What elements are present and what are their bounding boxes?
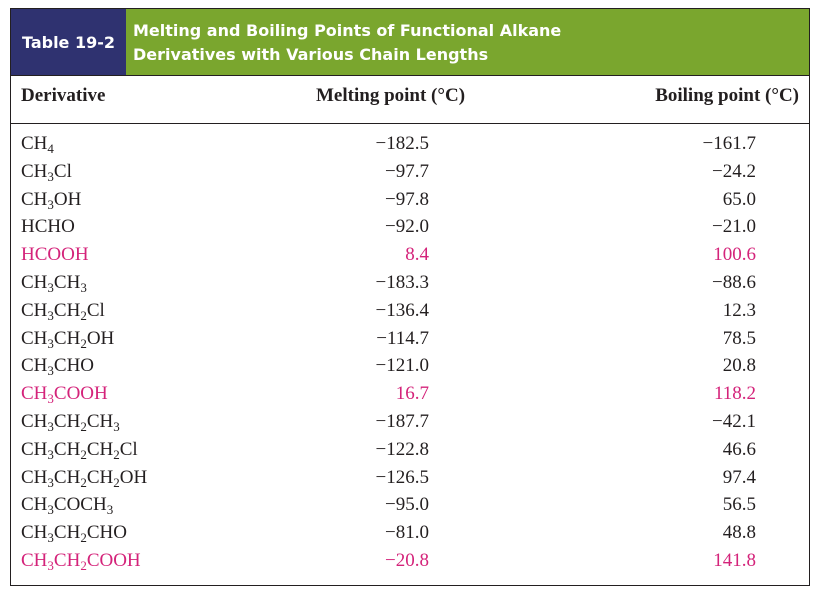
boiling-point-cell: 100.6 (713, 244, 756, 266)
header-divider (11, 123, 809, 124)
boiling-point-cell: −21.0 (712, 216, 756, 238)
boiling-point-cell: 12.3 (722, 299, 756, 321)
table-row: CH3CHO −121.0 20.8 (11, 352, 809, 380)
derivative-cell: CH3CH2CHO (21, 522, 127, 546)
derivative-cell: CH3CH2COOH (21, 549, 141, 573)
melting-point-cell: −81.0 (385, 522, 429, 544)
derivative-cell: CH3CH2CH2OH (21, 466, 148, 490)
table-row: CH3CH2CH2OH −126.5 97.4 (11, 464, 809, 492)
boiling-point-cell: 48.8 (722, 522, 756, 544)
table-row: HCOOH 8.4 100.6 (11, 241, 809, 269)
column-header-melting-point: Melting point (°C) (316, 85, 466, 106)
boiling-point-cell: 56.5 (722, 494, 756, 516)
derivative-cell: CH3CH2CH3 (21, 410, 120, 434)
table-row: CH3CH2OH −114.7 78.5 (11, 325, 809, 353)
derivative-cell: CH3CH2OH (21, 327, 115, 351)
melting-point-cell: −126.5 (375, 466, 429, 488)
derivative-cell: CH3COOH (21, 383, 108, 407)
melting-point-cell: −114.7 (376, 327, 429, 349)
boiling-point-cell: 65.0 (722, 188, 756, 210)
table-row: HCHO −92.0 −21.0 (11, 213, 809, 241)
boiling-point-cell: 78.5 (722, 327, 756, 349)
melting-point-cell: −183.3 (375, 271, 429, 293)
derivative-cell: CH3CH3 (21, 271, 87, 295)
boiling-point-cell: 118.2 (713, 383, 756, 405)
melting-point-cell: −95.0 (385, 494, 429, 516)
melting-point-cell: −92.0 (385, 216, 429, 238)
derivative-cell: CH3CHO (21, 355, 95, 379)
melting-point-cell: −122.8 (375, 438, 429, 460)
boiling-point-cell: 46.6 (722, 438, 756, 460)
melting-point-cell: −121.0 (375, 355, 429, 377)
table-row: CH3CH3 −183.3 −88.6 (11, 269, 809, 297)
table-title-line-2: Derivatives with Various Chain Lengths (133, 45, 489, 64)
table-row: CH3OH −97.8 65.0 (11, 186, 809, 214)
boiling-point-cell: −24.2 (712, 160, 756, 182)
table-row: CH3CH2CH2Cl −122.8 46.6 (11, 436, 809, 464)
derivative-cell: CH4 (21, 133, 54, 156)
derivative-cell: CH3CH2CH2Cl (21, 438, 138, 462)
table-row: CH3COOH 16.7 118.2 (11, 380, 809, 408)
boiling-point-cell: 141.8 (713, 549, 756, 571)
melting-point-cell: −97.8 (385, 188, 429, 210)
table-row: CH4 −182.5 −161.7 (11, 130, 809, 158)
derivative-cell: CH3CH2Cl (21, 299, 105, 323)
boiling-point-cell: −42.1 (712, 410, 756, 432)
melting-point-cell: −20.8 (385, 549, 429, 571)
table-title: Melting and Boiling Points of Functional… (133, 19, 793, 67)
boiling-point-cell: 20.8 (722, 355, 756, 377)
derivative-cell: CH3COCH3 (21, 494, 114, 518)
column-header-derivative: Derivative (21, 85, 106, 106)
table-row: CH3CH2COOH −20.8 141.8 (11, 547, 809, 575)
derivative-cell: HCOOH (21, 244, 89, 266)
melting-point-cell: 8.4 (405, 244, 429, 266)
boiling-point-cell: 97.4 (722, 466, 756, 488)
melting-point-cell: −187.7 (375, 410, 429, 432)
melting-point-cell: 16.7 (395, 383, 429, 405)
derivative-cell: CH3OH (21, 188, 82, 212)
table-label: Table 19-2 (11, 9, 126, 75)
column-header-boiling-point: Boiling point (°C) (655, 85, 799, 106)
table-body: CH4 −182.5 −161.7 CH3Cl −97.7 −24.2 CH3OH −97.8… (11, 130, 809, 575)
melting-point-cell: −97.7 (385, 160, 429, 182)
table-row: CH3CH2CH3 −187.7 −42.1 (11, 408, 809, 436)
boiling-point-cell: −161.7 (702, 133, 756, 154)
derivative-cell: CH3Cl (21, 160, 72, 184)
boiling-point-cell: −88.6 (712, 271, 756, 293)
table-row: CH3CH2CHO −81.0 48.8 (11, 519, 809, 547)
derivative-cell: HCHO (21, 216, 75, 238)
table-header-bar: Table 19-2 Melting and Boiling Points of… (11, 9, 809, 76)
table-row: CH3CH2Cl −136.4 12.3 (11, 297, 809, 325)
table-title-line-1: Melting and Boiling Points of Functional… (133, 21, 562, 40)
table-row: CH3COCH3 −95.0 56.5 (11, 491, 809, 519)
melting-point-cell: −136.4 (375, 299, 429, 321)
melting-point-cell: −182.5 (375, 133, 429, 154)
table-frame: Table 19-2 Melting and Boiling Points of… (10, 8, 810, 586)
table-row: CH3Cl −97.7 −24.2 (11, 158, 809, 186)
